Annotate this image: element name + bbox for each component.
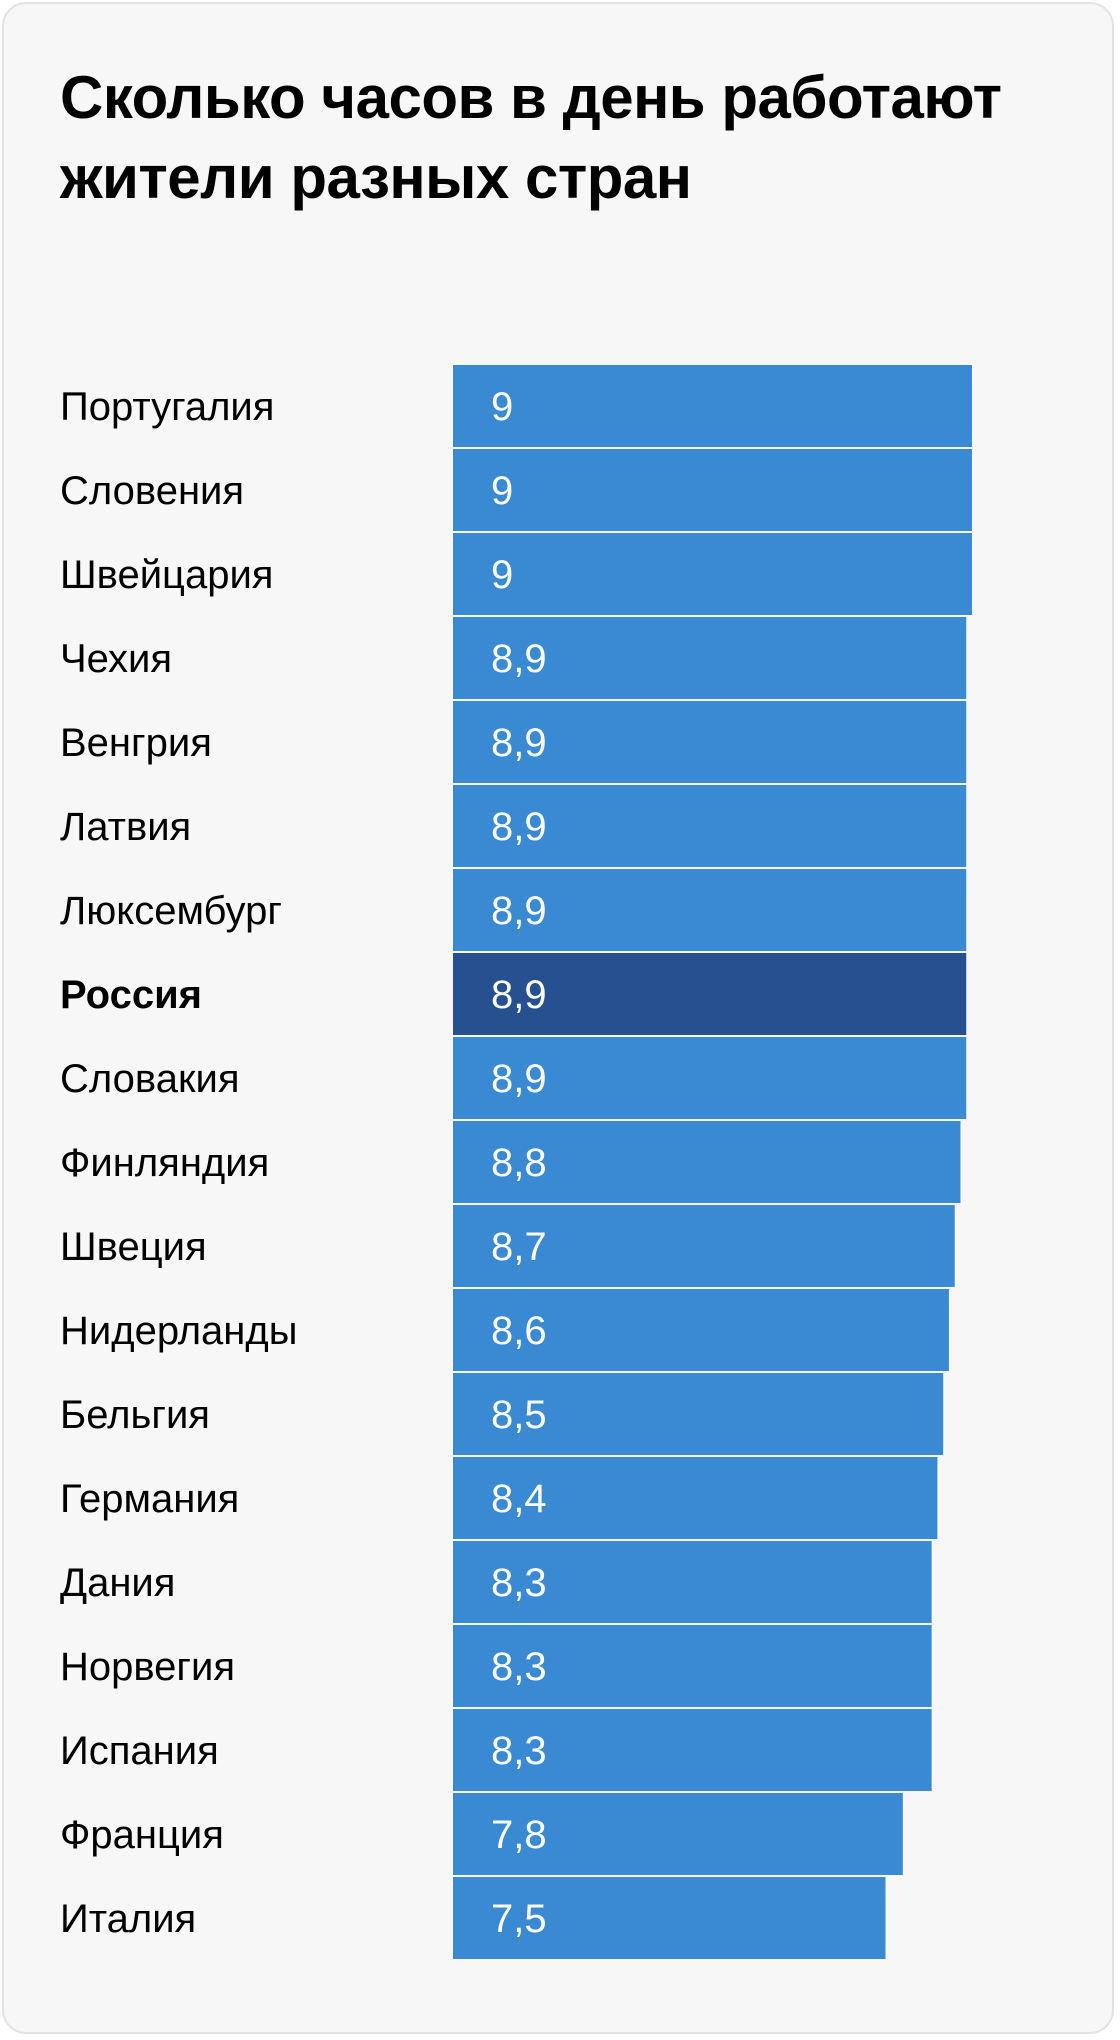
bar-value-label: 9	[491, 385, 513, 429]
bar-value-label: 9	[491, 469, 513, 513]
bar	[453, 701, 967, 783]
bar-value-label: 8,9	[491, 721, 547, 765]
category-label: Португалия	[60, 385, 274, 429]
category-label: Германия	[60, 1477, 239, 1521]
bar	[453, 617, 967, 699]
bar-value-label: 8,4	[491, 1477, 547, 1521]
bar	[453, 1541, 932, 1623]
category-label: Испания	[60, 1729, 219, 1773]
category-label: Италия	[60, 1897, 196, 1941]
bar-value-label: 8,9	[491, 1057, 547, 1101]
category-label: Венгрия	[60, 721, 212, 765]
category-label: Швейцария	[60, 553, 273, 597]
bar	[453, 1709, 932, 1791]
category-label: Словения	[60, 469, 244, 513]
category-label: Норвегия	[60, 1645, 235, 1689]
bar-value-label: 7,5	[491, 1897, 547, 1941]
bar	[453, 365, 972, 447]
bar	[453, 533, 972, 615]
bar	[453, 1205, 955, 1287]
category-label: Словакия	[60, 1057, 239, 1101]
bar	[453, 1373, 944, 1455]
bar	[453, 1793, 903, 1875]
bar-value-label: 8,3	[491, 1561, 547, 1605]
category-label: Бельгия	[60, 1393, 210, 1437]
bar	[453, 785, 967, 867]
bar	[453, 1121, 961, 1203]
category-label: Чехия	[60, 637, 172, 681]
bar-value-label: 8,7	[491, 1225, 547, 1269]
bar	[453, 1289, 949, 1371]
bar	[453, 1037, 967, 1119]
category-label: Франция	[60, 1813, 224, 1857]
bar-value-label: 8,5	[491, 1393, 547, 1437]
bar-value-label: 8,9	[491, 889, 547, 933]
bar	[453, 1877, 886, 1959]
bar-value-label: 9	[491, 553, 513, 597]
bar	[453, 869, 967, 951]
category-label: Дания	[60, 1561, 175, 1605]
category-label: Латвия	[60, 805, 191, 849]
bar	[453, 449, 972, 531]
category-label: Россия	[60, 973, 202, 1017]
bar-value-label: 8,9	[491, 805, 547, 849]
bar-value-label: 7,8	[491, 1813, 547, 1857]
bar-value-label: 8,9	[491, 973, 547, 1017]
bar-value-label: 8,3	[491, 1645, 547, 1689]
bar-value-label: 8,3	[491, 1729, 547, 1773]
bar-value-label: 8,6	[491, 1309, 547, 1353]
category-label: Нидерланды	[60, 1309, 297, 1353]
bar-highlighted	[453, 953, 967, 1035]
bar-value-label: 8,8	[491, 1141, 547, 1185]
bar	[453, 1457, 938, 1539]
category-label: Люксембург	[60, 889, 282, 933]
category-label: Финляндия	[60, 1141, 269, 1185]
category-label: Швеция	[60, 1225, 207, 1269]
bar-value-label: 8,9	[491, 637, 547, 681]
bar	[453, 1625, 932, 1707]
chart-title: Сколько часов в день работают жители раз…	[60, 64, 1002, 211]
